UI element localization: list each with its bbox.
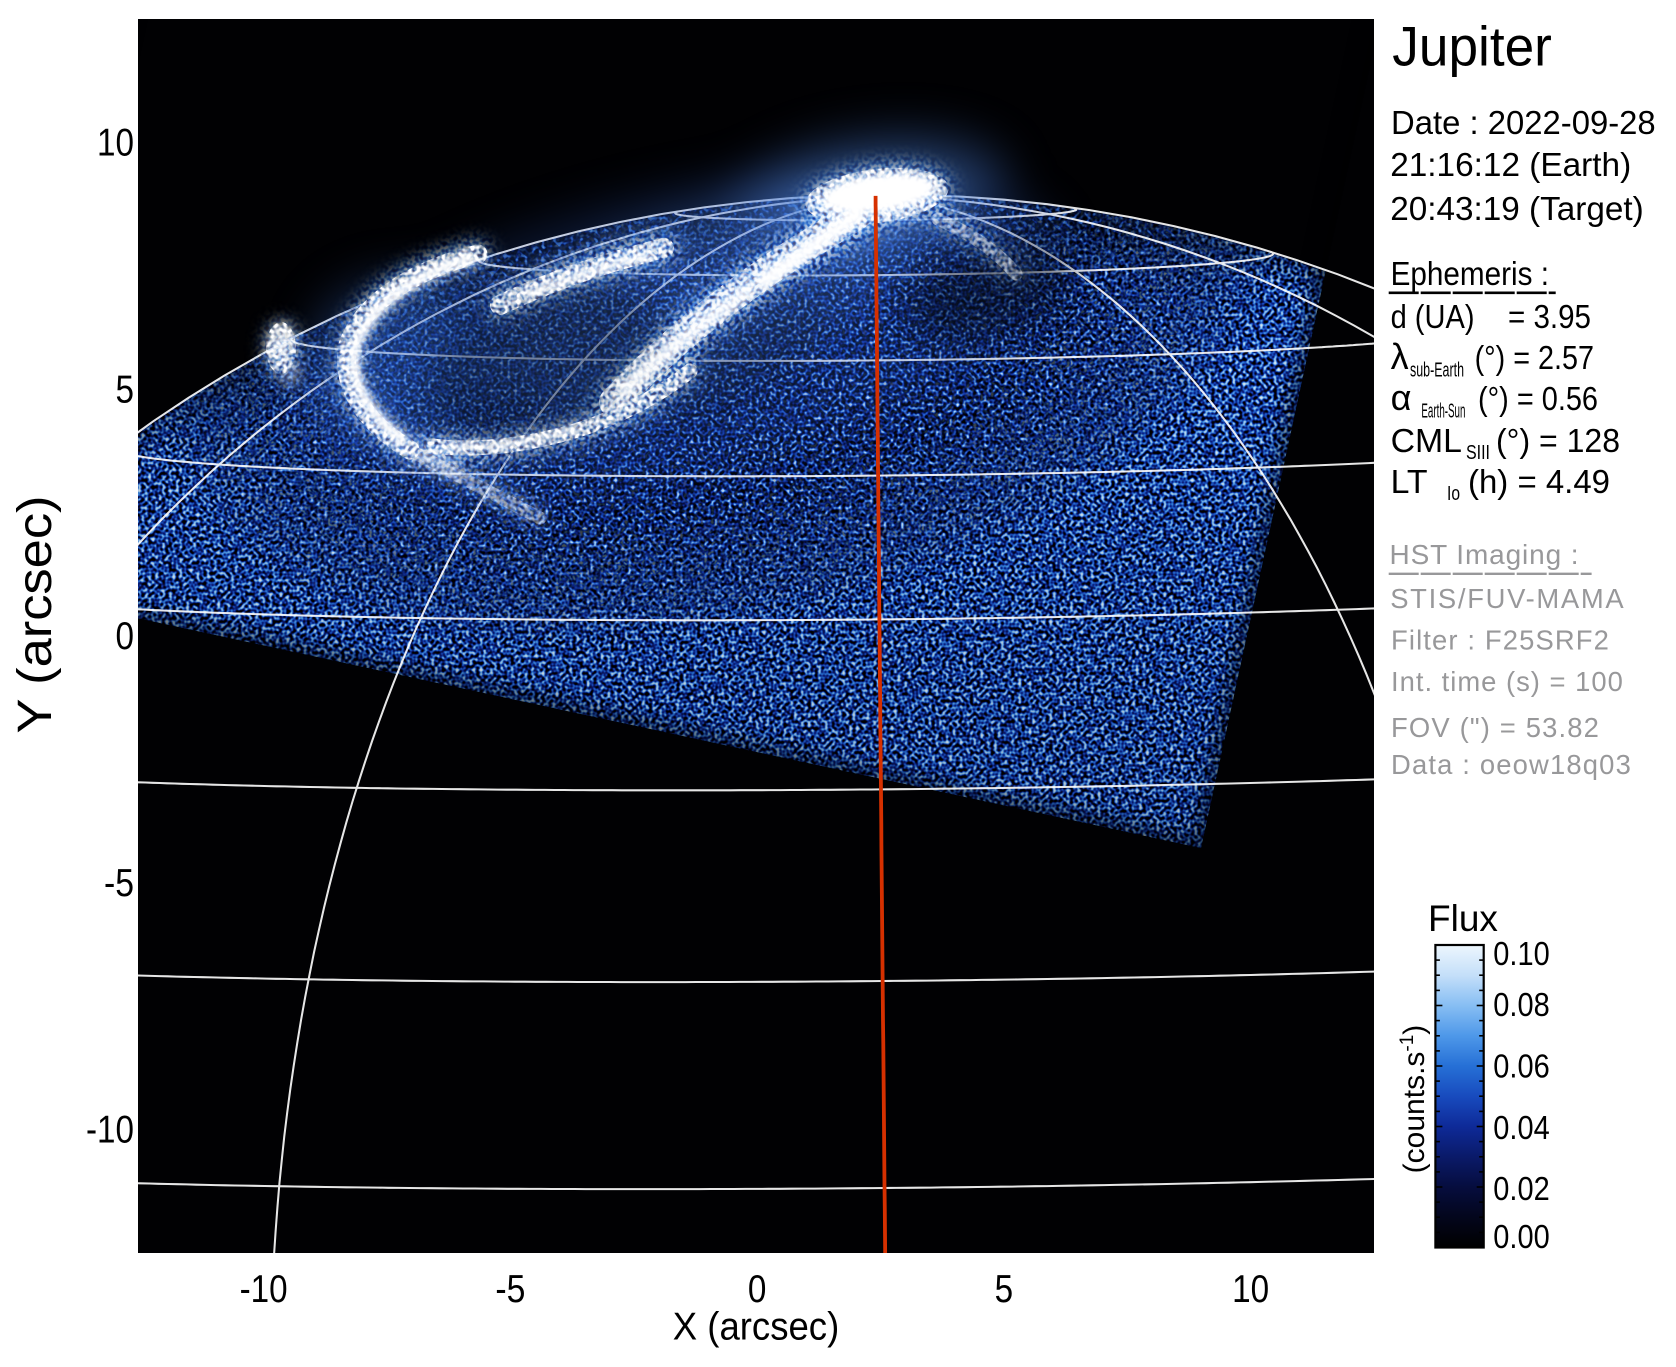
svg-text:-10: -10 <box>240 1268 288 1311</box>
svg-text:LT: LT <box>1391 464 1428 501</box>
svg-text:Flux: Flux <box>1428 898 1498 939</box>
svg-text:Y (arcsec): Y (arcsec) <box>9 496 62 734</box>
svg-text:Jupiter: Jupiter <box>1392 15 1552 78</box>
svg-text:(°) = 0.56: (°) = 0.56 <box>1478 381 1598 418</box>
svg-text:d (UA): d (UA) <box>1391 299 1475 336</box>
svg-text:0.02: 0.02 <box>1493 1170 1549 1207</box>
svg-text:SIII: SIII <box>1466 442 1490 464</box>
svg-text:0.10: 0.10 <box>1493 935 1549 972</box>
svg-text:0: 0 <box>748 1268 767 1311</box>
svg-text:= 3.95: = 3.95 <box>1508 299 1591 336</box>
svg-text:-10: -10 <box>86 1109 134 1152</box>
svg-text:HST Imaging :: HST Imaging : <box>1390 539 1579 570</box>
svg-text:21:16:12 (Earth): 21:16:12 (Earth) <box>1390 147 1631 184</box>
svg-text:STIS/FUV-MAMA: STIS/FUV-MAMA <box>1390 583 1624 614</box>
svg-text:(°) = 2.57: (°) = 2.57 <box>1475 340 1594 377</box>
svg-text:Data : oeow18q03: Data : oeow18q03 <box>1391 749 1631 780</box>
svg-text:0.04: 0.04 <box>1493 1109 1549 1146</box>
svg-text:Earth-Sun: Earth-Sun <box>1421 401 1465 423</box>
svg-text:0.06: 0.06 <box>1493 1048 1549 1085</box>
svg-text:Date : 2022-09-28: Date : 2022-09-28 <box>1391 105 1656 142</box>
svg-text:CML: CML <box>1391 423 1462 460</box>
svg-text:FOV (") = 53.82: FOV (") = 53.82 <box>1391 712 1599 743</box>
svg-text:10: 10 <box>97 122 134 165</box>
svg-text:Ephemeris :: Ephemeris : <box>1391 256 1549 293</box>
svg-text:0.00: 0.00 <box>1493 1218 1549 1255</box>
svg-text:Io: Io <box>1447 483 1460 505</box>
svg-text:Filter : F25SRF2: Filter : F25SRF2 <box>1391 624 1609 655</box>
svg-text:λ: λ <box>1391 336 1409 377</box>
svg-text:X (arcsec): X (arcsec) <box>673 1305 840 1348</box>
svg-text:0: 0 <box>116 615 135 658</box>
svg-text:sub-Earth: sub-Earth <box>1410 360 1464 382</box>
svg-text:5: 5 <box>995 1268 1014 1311</box>
svg-text:(°) = 128: (°) = 128 <box>1496 423 1620 460</box>
svg-text:20:43:19 (Target): 20:43:19 (Target) <box>1390 191 1644 228</box>
svg-text:(h) = 4.49: (h) = 4.49 <box>1468 464 1610 501</box>
svg-text:-5: -5 <box>104 862 134 905</box>
svg-text:5: 5 <box>116 368 135 411</box>
svg-text:-5: -5 <box>495 1268 525 1311</box>
svg-text:0.08: 0.08 <box>1493 986 1549 1023</box>
svg-text:10: 10 <box>1232 1268 1269 1311</box>
svg-text:Int. time (s) = 100: Int. time (s) = 100 <box>1391 666 1623 697</box>
svg-text:α: α <box>1391 377 1412 418</box>
